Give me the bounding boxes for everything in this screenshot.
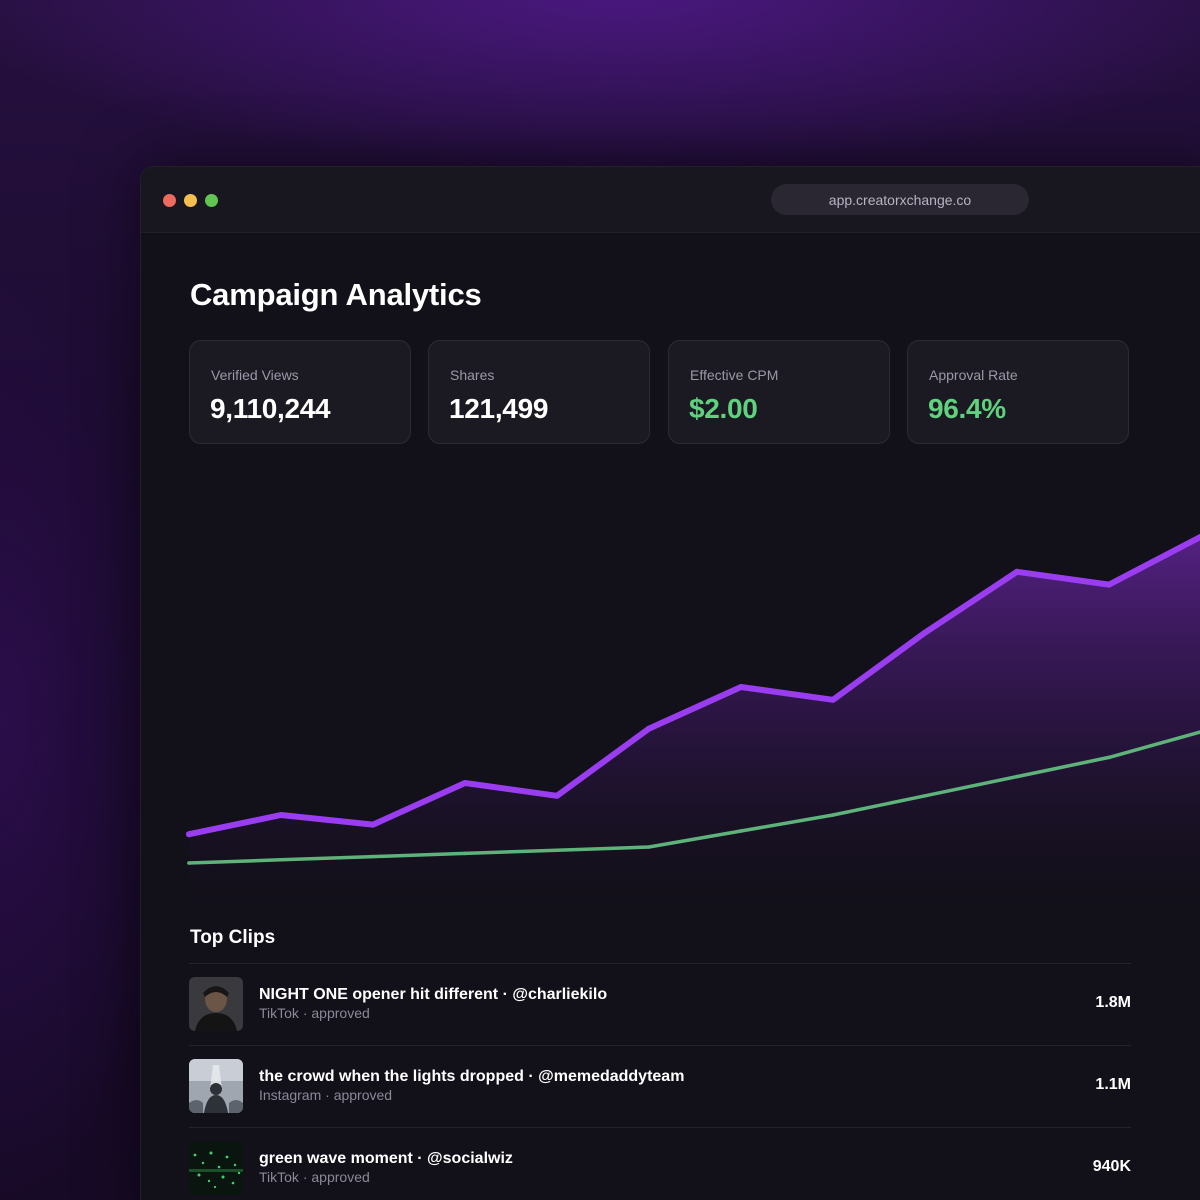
clip-title: NIGHT ONE opener hit different · @charli… [259, 986, 608, 1003]
clip-views: 940K [1092, 1158, 1131, 1175]
clip-meta: TikTok · approved [259, 1005, 370, 1021]
series-0-point-3 [462, 780, 468, 786]
stat-card-verified-views: Verified Views 9,110,244 [189, 340, 411, 444]
series-1-point-10 [1107, 755, 1111, 760]
maximize-window-button[interactable] [205, 194, 218, 207]
meta-separator: · [298, 1169, 312, 1185]
series-0-line [186, 533, 1200, 838]
stat-label: Verified Views [211, 367, 299, 383]
stat-label: Approval Rate [929, 367, 1018, 383]
browser-titlebar: app.creatorxchange.co [141, 167, 1200, 233]
stat-card-approval-rate: Approval Rate 96.4% [907, 340, 1129, 444]
stat-label: Shares [450, 367, 495, 383]
clip-status: approved [333, 1087, 393, 1103]
clip-meta: Instagram · approved [259, 1087, 392, 1103]
series-0-point-10 [1106, 581, 1112, 588]
meta-separator: · [321, 1087, 334, 1103]
green-lights-thumbnail-icon [189, 1141, 243, 1195]
clip-row[interactable]: green wave moment · @socialwiz TikTok · … [189, 1128, 1131, 1200]
series-1-point-7 [831, 813, 835, 817]
clip-views: 1.8M [1095, 994, 1131, 1011]
page-title: Campaign Analytics [190, 277, 482, 312]
series-1-point-1 [279, 858, 283, 862]
clip-views: 1.1M [1095, 1076, 1131, 1093]
address-bar-url: app.creatorxchange.co [828, 191, 972, 208]
close-window-button[interactable] [163, 194, 176, 207]
clip-platform: Instagram [259, 1087, 322, 1103]
series-1-point-6 [739, 829, 743, 833]
series-0-area [189, 537, 1200, 907]
clip-title: the crowd when the lights dropped · @mem… [259, 1068, 685, 1085]
divider [189, 963, 1131, 964]
address-bar[interactable]: app.creatorxchange.co [771, 184, 1029, 215]
series-1-point-0 [187, 861, 191, 865]
views-trend-chart [186, 533, 1200, 907]
stat-value: 121,499 [449, 393, 549, 424]
series-1-point-5 [647, 845, 651, 849]
series-1-point-2 [371, 854, 375, 859]
series-0-point-0 [186, 831, 192, 838]
series-0-point-5 [646, 725, 652, 732]
series-0-point-9 [1014, 568, 1020, 575]
clip-row[interactable]: NIGHT ONE opener hit different · @charli… [189, 964, 1131, 1046]
browser-window: app.creatorxchange.co Campaign Analytics… [140, 166, 1200, 1200]
stat-label: Effective CPM [690, 367, 779, 383]
series-0-point-6 [738, 684, 744, 690]
clip-platform: TikTok [259, 1169, 299, 1185]
series-0-point-4 [554, 792, 560, 799]
series-0-point-8 [922, 629, 928, 636]
stat-value: 96.4% [928, 393, 1006, 424]
stat-card-shares: Shares 121,499 [428, 340, 650, 444]
clip-row[interactable]: the crowd when the lights dropped · @mem… [189, 1046, 1131, 1128]
minimize-window-button[interactable] [184, 194, 197, 207]
clip-status: approved [311, 1005, 370, 1021]
series-0-point-7 [830, 696, 836, 703]
series-1-point-9 [1015, 774, 1019, 779]
concert-crowd-thumbnail-icon [189, 1059, 243, 1113]
series-1-point-3 [463, 851, 467, 856]
series-0-point-2 [370, 821, 376, 828]
series-1-line [187, 730, 1200, 865]
clip-title: green wave moment · @socialwiz [259, 1150, 513, 1167]
series-0-point-1 [278, 812, 284, 818]
portrait-thumbnail-icon [189, 977, 243, 1031]
stat-value: $2.00 [689, 393, 758, 424]
meta-separator: · [298, 1005, 312, 1021]
series-1-point-4 [555, 848, 559, 852]
series-1-point-8 [923, 794, 927, 798]
top-clips-title: Top Clips [190, 927, 276, 948]
clip-meta: TikTok · approved [259, 1169, 370, 1185]
clip-platform: TikTok [259, 1005, 299, 1021]
clip-status: approved [311, 1169, 370, 1185]
stat-card-effective-cpm: Effective CPM $2.00 [668, 340, 890, 444]
stat-value: 9,110,244 [210, 393, 331, 424]
